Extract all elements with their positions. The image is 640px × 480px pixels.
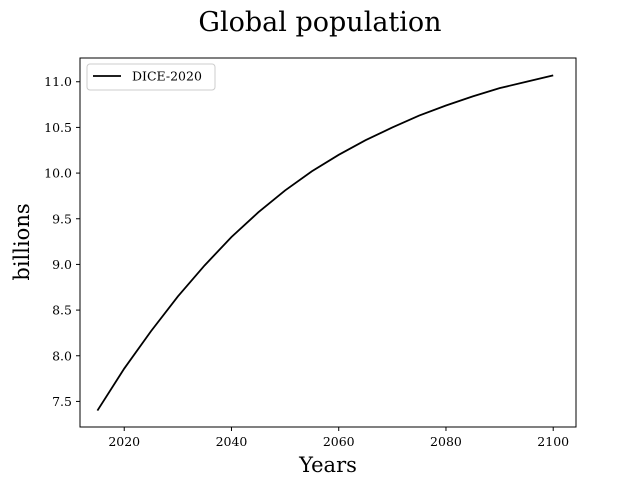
chart-title: Global population bbox=[198, 7, 441, 38]
y-tick-label: 8.0 bbox=[52, 348, 72, 363]
legend-box bbox=[86, 63, 216, 91]
plot-area bbox=[96, 74, 554, 412]
x-tick-label: 2060 bbox=[323, 434, 355, 449]
legend-label-dice-2020: DICE-2020 bbox=[132, 69, 202, 84]
x-axis-label: Years bbox=[298, 453, 357, 477]
y-tick-label: 10.0 bbox=[44, 166, 72, 181]
y-tick-label: 11.0 bbox=[44, 74, 72, 89]
x-axis: 2020 2040 2060 2080 2100 bbox=[108, 427, 569, 449]
x-tick-label: 2100 bbox=[537, 434, 569, 449]
y-axis: 7.5 8.0 8.5 9.0 9.5 10.0 10.5 11.0 bbox=[44, 74, 80, 409]
legend: DICE-2020 bbox=[86, 63, 216, 91]
plot-frame bbox=[79, 57, 577, 428]
y-tick-label: 10.5 bbox=[44, 120, 72, 135]
y-tick-label: 9.0 bbox=[52, 257, 72, 272]
y-axis-label: billions bbox=[10, 203, 34, 280]
x-tick-label: 2080 bbox=[430, 434, 462, 449]
y-tick-label: 8.5 bbox=[52, 303, 72, 318]
series-line-dice-2020 bbox=[96, 74, 554, 412]
y-tick-label: 9.5 bbox=[52, 211, 72, 226]
x-tick-label: 2040 bbox=[216, 434, 248, 449]
y-tick-label: 7.5 bbox=[52, 394, 72, 409]
x-tick-label: 2020 bbox=[108, 434, 140, 449]
